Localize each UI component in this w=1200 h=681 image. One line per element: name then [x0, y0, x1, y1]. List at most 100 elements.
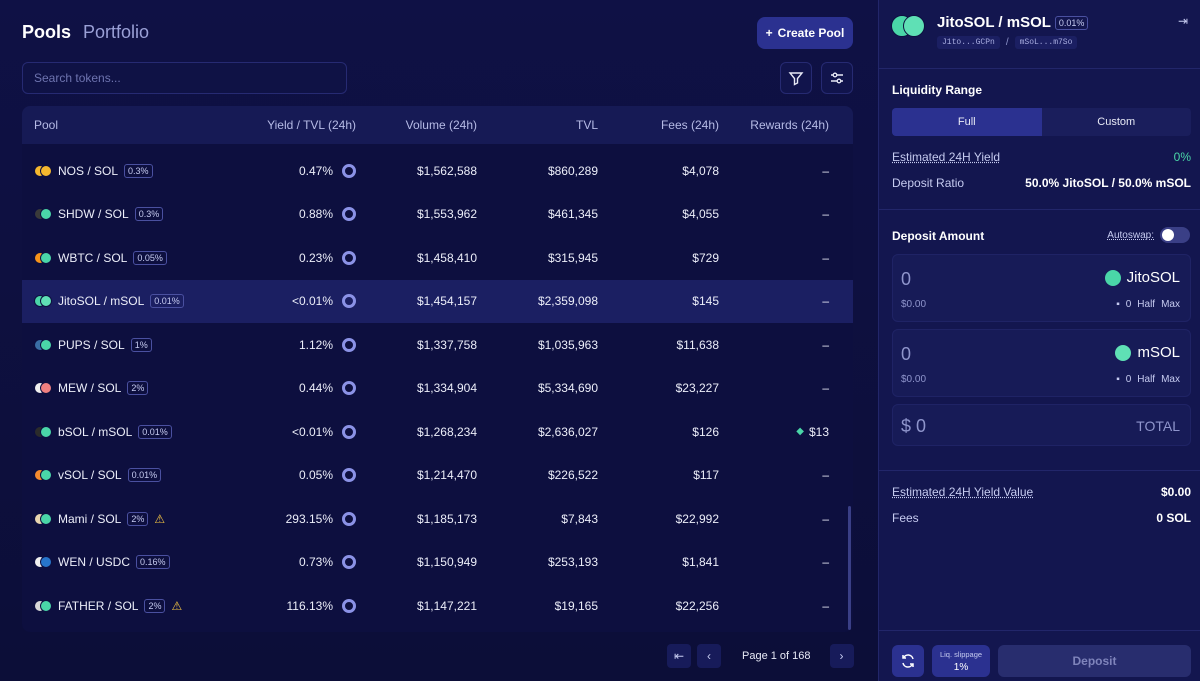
rewards-value: – — [822, 381, 829, 396]
yield-value: <0.01% — [291, 294, 333, 309]
table-row[interactable]: WBTC / SOL 0.05% 0.23% $1,458,410 $315,9… — [22, 236, 853, 280]
fees-cell: $22,256 — [675, 598, 719, 613]
pool-name: WEN / USDC — [58, 555, 130, 570]
token1-name: JitoSOL — [1126, 269, 1180, 286]
pool-name: vSOL / SOL — [58, 468, 122, 483]
refresh-button[interactable] — [892, 645, 924, 677]
yield-cell: 293.15% — [217, 511, 356, 526]
rewards-value: – — [822, 294, 829, 309]
token2-address[interactable]: mSoL...m7So — [1014, 36, 1078, 49]
fees-cell: $729 — [692, 250, 719, 265]
search-input[interactable] — [22, 62, 347, 94]
header-fees[interactable]: Fees (24h) — [660, 118, 719, 132]
pool-cell: MEW / SOL 2% — [22, 381, 217, 396]
volume-cell: $1,185,173 — [416, 511, 477, 526]
slippage-label: Liq. slippage — [939, 649, 983, 659]
table-row[interactable]: PUPS / SOL 1% 1.12% $1,337,758 $1,035,96… — [22, 323, 853, 367]
token2-amount-input[interactable]: 0 — [901, 344, 912, 364]
pool-name: MEW / SOL — [58, 381, 122, 396]
table-row[interactable]: vSOL / SOL 0.01% 0.05% $1,214,470 $226,5… — [22, 454, 853, 498]
pool-cell: JitoSOL / mSOL 0.01% — [22, 294, 217, 309]
fee-badge: 0.3% — [134, 207, 164, 222]
table-row[interactable]: MEW / SOL 2% 0.44% $1,334,904 $5,334,690… — [22, 367, 853, 411]
yield-value: <0.01% — [291, 424, 333, 439]
fees-cell: $126 — [692, 424, 719, 439]
slippage-button[interactable]: Liq. slippage 1% — [932, 645, 990, 677]
scrollbar[interactable] — [848, 506, 851, 630]
header-volume[interactable]: Volume (24h) — [405, 118, 477, 132]
rewards-cell: – — [719, 207, 841, 221]
table-row[interactable]: FATHER / SOL 2% ⚠ 116.13% $1,147,221 $19… — [22, 584, 853, 628]
yield-value: $0.00 — [1160, 485, 1191, 499]
table-row[interactable]: JitoSOL / mSOL 0.01% <0.01% $1,454,157 $… — [22, 279, 853, 323]
autoswap-label: Autoswap: — [1107, 229, 1154, 241]
yield-value-label[interactable]: Estimated 24H Yield Value — [892, 485, 1034, 499]
est-yield-label[interactable]: Estimated 24H Yield — [892, 150, 1001, 164]
yield-value: 0.47% — [298, 163, 333, 178]
range-custom-button[interactable]: Custom — [1097, 116, 1136, 128]
yield-cell: 0.44% — [217, 381, 356, 396]
yield-ring-icon — [342, 163, 356, 178]
table-row[interactable]: SHDW / SOL 0.3% 0.88% $1,553,962 $461,34… — [22, 193, 853, 237]
create-pool-button[interactable]: + Create Pool — [757, 17, 853, 49]
filter-button[interactable] — [780, 62, 812, 94]
total-box: $ 0 TOTAL — [892, 404, 1191, 446]
tvl-cell: $19,165 — [554, 598, 598, 613]
rewards-value: – — [822, 337, 829, 352]
prev-page-button[interactable]: ‹ — [697, 644, 721, 668]
range-full-button[interactable]: Full — [892, 108, 1042, 136]
token2-half-button[interactable]: Half — [1137, 374, 1156, 385]
first-page-button[interactable]: ⇤ — [667, 644, 691, 668]
token1-max-button[interactable]: Max — [1161, 299, 1180, 310]
header-yield[interactable]: Yield / TVL (24h) — [267, 118, 356, 132]
deposit-ratio-label: Deposit Ratio — [892, 176, 965, 190]
pools-main: Pools Portfolio + Create Pool Pool Yield… — [0, 0, 878, 681]
token1-input-box[interactable]: 0 $0.00 JitoSOL ▪ 0 Half Max — [892, 254, 1191, 322]
pool-cell: bSOL / mSOL 0.01% — [22, 424, 217, 439]
divider — [879, 470, 1200, 471]
token2-input-box[interactable]: 0 $0.00 mSOL ▪ 0 Half Max — [892, 329, 1191, 397]
rewards-cell: – — [719, 599, 841, 613]
yield-cell: 0.88% — [217, 207, 356, 222]
token2-max-button[interactable]: Max — [1161, 374, 1180, 385]
yield-value: 116.13% — [286, 598, 333, 613]
table-row[interactable]: WEN / USDC 0.16% 0.73% $1,150,949 $253,1… — [22, 541, 853, 585]
tab-pools[interactable]: Pools — [22, 22, 72, 42]
pool-name: PUPS / SOL — [58, 337, 125, 352]
collapse-panel-icon[interactable]: ⇥ — [1177, 14, 1188, 28]
fee-badge: 0.01% — [127, 468, 162, 483]
token1-half-button[interactable]: Half — [1137, 299, 1156, 310]
address-separator: / — [1005, 37, 1009, 48]
tvl-cell: $1,035,963 — [537, 337, 598, 352]
volume-cell: $1,334,904 — [416, 381, 477, 396]
pool-cell: NOS / SOL 0.3% — [22, 163, 217, 178]
rewards-value: – — [822, 468, 829, 483]
table-row[interactable]: Mami / SOL 2% ⚠ 293.15% $1,185,173 $7,84… — [22, 497, 853, 541]
settings-button[interactable] — [821, 62, 853, 94]
pagination: ⇤ ‹ Page 1 of 168 › — [667, 644, 854, 668]
deposit-button[interactable]: Deposit — [998, 645, 1191, 677]
yield-ring-icon — [342, 598, 356, 613]
autoswap-toggle[interactable] — [1160, 227, 1190, 243]
pool-name: SHDW / SOL — [58, 207, 129, 222]
divider — [879, 68, 1200, 69]
fees-value: 0 SOL — [1156, 511, 1191, 525]
table-row[interactable]: NOS / SOL 0.3% 0.47% $1,562,588 $860,289… — [22, 149, 853, 193]
panel-header: JitoSOL / mSOL 0.01% J1to...GCPn / mSoL.… — [891, 14, 1089, 49]
rewards-cell: – — [719, 338, 841, 352]
rewards-cell: – — [719, 381, 841, 395]
volume-cell: $1,337,758 — [416, 337, 477, 352]
header-tvl[interactable]: TVL — [575, 118, 598, 132]
yield-ring-icon — [342, 250, 356, 265]
header-rewards[interactable]: Rewards (24h) — [750, 118, 829, 132]
next-page-button[interactable]: › — [829, 644, 854, 668]
token1-address[interactable]: J1to...GCPn — [937, 36, 1000, 49]
token1-amount-input[interactable]: 0 — [901, 269, 912, 289]
volume-cell: $1,150,949 — [416, 555, 477, 570]
header-pool[interactable]: Pool — [34, 118, 59, 132]
yield-ring-icon — [342, 555, 356, 570]
pool-cell: WEN / USDC 0.16% — [22, 555, 217, 570]
table-row[interactable]: bSOL / mSOL 0.01% <0.01% $1,268,234 $2,6… — [22, 410, 853, 454]
pair-icon — [34, 512, 52, 526]
tab-portfolio[interactable]: Portfolio — [83, 22, 150, 42]
